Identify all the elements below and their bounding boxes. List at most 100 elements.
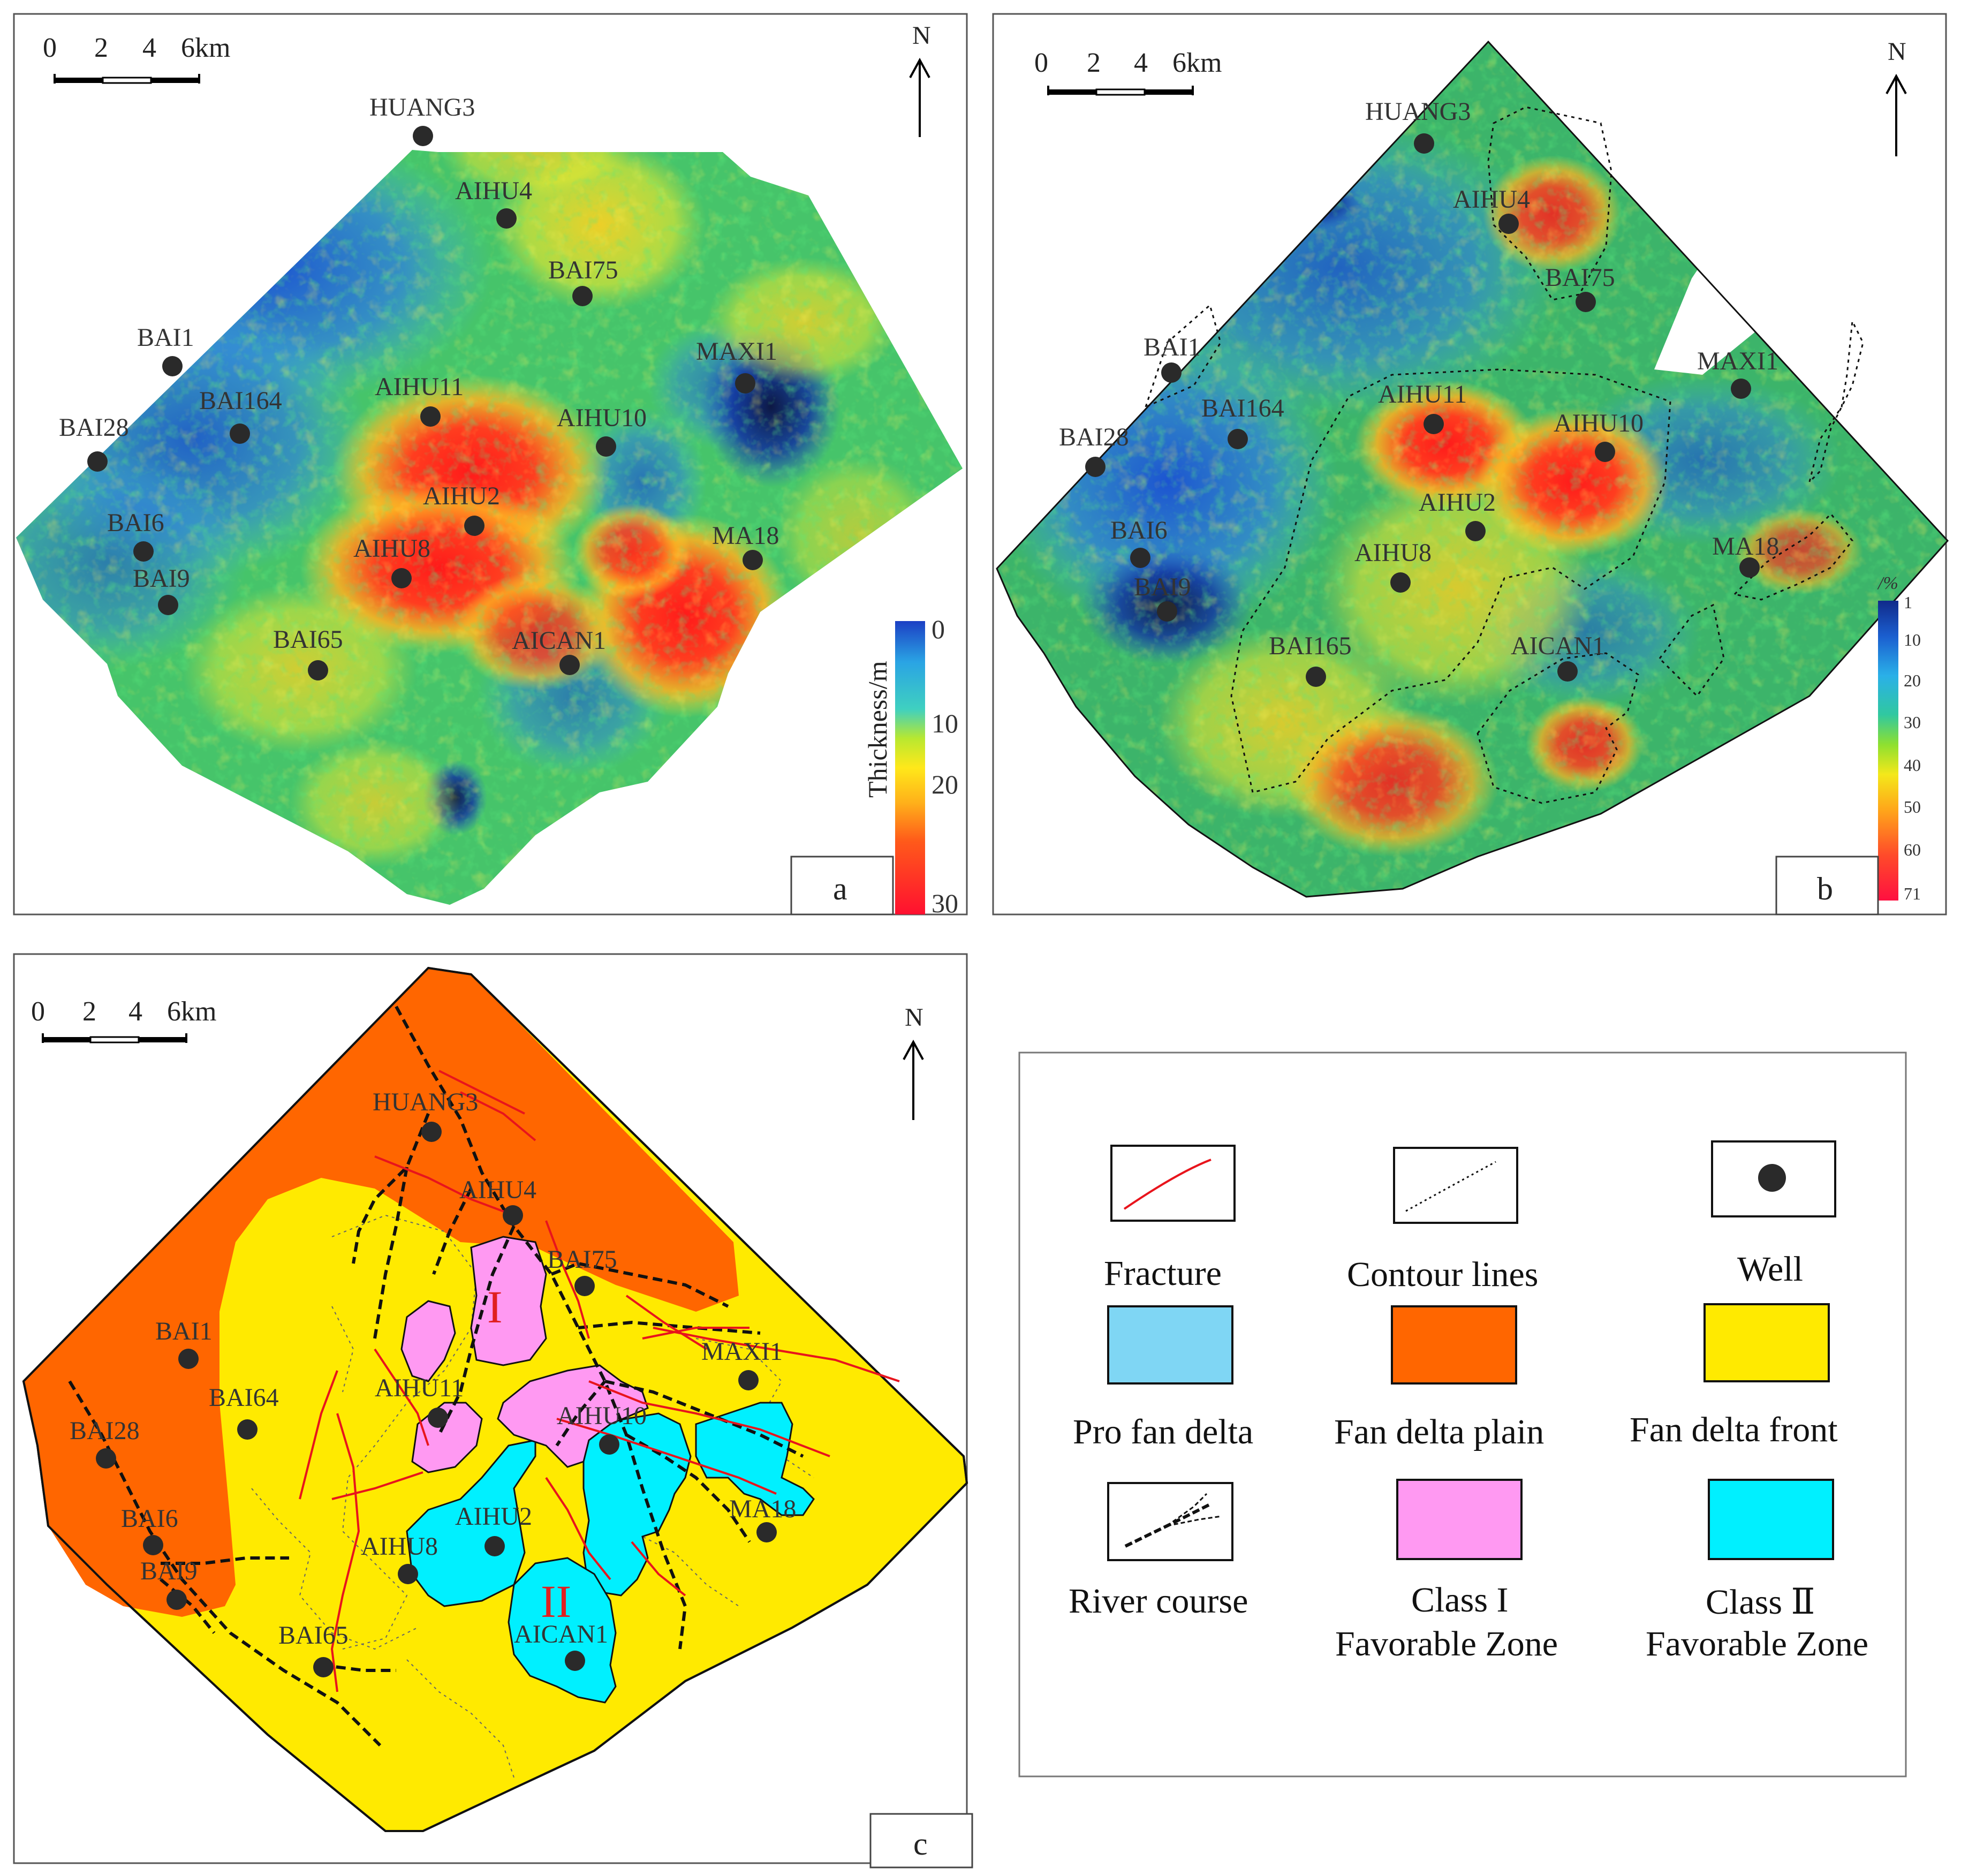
well-marker [230,423,250,444]
well-label: AIHU2 [423,482,500,510]
colorbar-b-tick: 1 [1904,593,1912,612]
well-marker [565,1651,585,1671]
well-label: BAI75 [547,1245,617,1274]
class-1-zones [400,1236,649,1473]
wells-a: HUANG3 AIHU4 BAI75 BAI1 BAI164 AIHU11 AIHU10 MA… [59,93,779,680]
panel-a: 0 2 4 6km N HUANG3 AIHU4 BAI75 BAI1 BAI164 AI… [13,13,968,918]
well-label: HUANG3 [1365,97,1471,126]
colorbar-b-tick: 50 [1904,797,1921,816]
river-courses [68,1005,804,1747]
well-label: AIHU4 [1453,185,1530,214]
well-label: BAI9 [1134,573,1191,601]
legend-item-class-1: Class I Favorable Zone [1335,1479,1558,1663]
scale-tick-6km: 6km [181,33,230,63]
colorbar-a-tick-30: 30 [932,888,958,918]
river-course-icon [1124,1493,1222,1548]
well-label: AIHU2 [455,1502,532,1531]
well-label: AIHU8 [353,534,430,563]
porosity-map [997,42,1948,897]
well-marker [96,1448,116,1469]
well-label: BAI6 [107,509,164,537]
well-marker [398,1564,418,1584]
legend-label-2: Favorable Zone [1646,1624,1868,1663]
scale-tick-0: 0 [31,996,45,1027]
well-label: AIHU2 [1419,488,1496,517]
well-marker [237,1419,258,1440]
scale-bar-a: 0 2 4 6km [43,33,230,84]
panel-c-letter-box [869,1813,973,1869]
colorbar-a-tick-0: 0 [932,614,945,644]
north-arrow-a: N [909,21,931,137]
colorbar-b-tick: 20 [1904,671,1921,690]
well-marker [1465,521,1486,541]
class-2-swatch [1708,1479,1834,1560]
well-marker [1739,557,1760,578]
north-label: N [1888,37,1906,66]
scale-tick-4: 4 [128,996,142,1027]
well-label: AIHU11 [375,1374,464,1402]
well-marker [133,541,154,562]
well-label: BAI64 [209,1383,279,1412]
well-label: BAI28 [1059,423,1129,451]
scale-tick-4: 4 [142,33,156,63]
fractures [299,1070,900,1692]
north-label: N [905,1003,923,1032]
well-label: AIHU4 [455,177,532,205]
scale-tick-2: 2 [82,996,96,1027]
scale-tick-6km: 6km [1172,48,1222,78]
well-marker [1085,457,1106,477]
well-label: BAI65 [273,625,343,654]
well-marker [1390,572,1411,593]
well-marker [574,1276,595,1296]
wells-b: HUANG3 AIHU4 BAI75 BAI1 BAI164 MAXI1 AIHU11 AIH… [1059,97,1779,687]
panel-b-letter: b [1817,871,1833,906]
well-marker [420,406,441,427]
panel-a-letter: a [833,871,847,906]
colorbar-b: /% 1 10 20 30 40 50 60 71 [1877,573,1921,903]
scale-tick-2: 2 [1087,48,1101,78]
north-label: N [912,21,931,50]
colorbar-b-gradient [1878,601,1898,901]
well-marker [313,1657,334,1677]
pro-fan-delta-swatch [1107,1305,1233,1385]
panel-b-letter-box [1775,856,1879,916]
well-label: BAI28 [70,1417,140,1445]
well-marker [1161,362,1182,383]
contours-b [1144,106,1864,804]
fan-delta-front-swatch [1703,1303,1830,1382]
scale-tick-6km: 6km [167,996,216,1027]
legend-label: Class I [1411,1580,1509,1620]
well-marker [559,655,580,675]
well-label: MA18 [712,521,779,550]
class-2-zones [406,1402,815,1704]
legend-label: Well [1737,1250,1803,1289]
colorbar-a-title: Thickness/m [862,661,892,798]
fan-delta-plain-area [24,968,739,1617]
panel-c-letter: c [913,1826,928,1862]
well-label: MA18 [1712,532,1779,561]
scale-tick-2: 2 [94,33,108,63]
legend-item-fan-delta-front: Fan delta front [1630,1303,1838,1449]
zone-label-class-2: II [541,1576,571,1627]
well-label: AIHU4 [459,1176,536,1204]
well-marker [599,1434,619,1455]
colorbar-b-title: /% [1877,573,1898,593]
legend-item-pro-fan-delta: Pro fan delta [1073,1305,1253,1451]
well-label: AICAN1 [512,626,606,655]
well-marker [308,660,328,680]
legend: Fracture Contour lines Well Pro fan delt… [1018,1052,1907,1777]
legend-label-2: Favorable Zone [1335,1624,1558,1663]
well-label: BAI1 [1144,333,1201,361]
panel-a-letter-box [790,856,894,916]
well-label: MAXI1 [696,337,777,366]
north-arrow-c: N [903,1003,924,1120]
contour-lines-c [251,1214,814,1778]
wells-c: HUANG3 AIHU4 BAI75 BAI1 MAXI1 BAI64 AIHU11 AIHU… [70,1088,796,1677]
well-label: AIHU10 [557,1402,647,1430]
colorbar-a-tick-20: 20 [932,769,958,799]
well-marker [1557,661,1578,682]
contour-line-icon [1405,1161,1496,1212]
well-marker [735,373,755,394]
well-label: AIHU10 [1554,409,1644,437]
colorbar-b-tick: 10 [1904,630,1921,649]
